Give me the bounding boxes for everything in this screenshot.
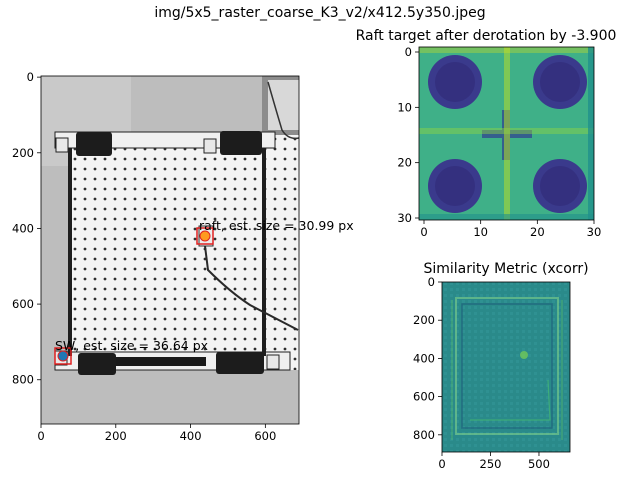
raft-target-panel: Raft target after derotation by -3.900 0… <box>356 28 617 239</box>
photo-x-ticks: 0 200 400 600 <box>37 424 276 443</box>
target-x-tick-label: 30 <box>587 225 602 239</box>
photo-y-ticks: 0 200 400 600 800 <box>12 70 41 387</box>
photo-y-tick-label: 200 <box>12 146 34 160</box>
target-y-tick-label: 20 <box>397 156 412 170</box>
xcorr-y-tick-label: 600 <box>413 390 435 404</box>
raft-marker <box>199 230 211 242</box>
xcorr-x-ticks: 0 250 500 <box>438 452 550 471</box>
target-y-tick-label: 30 <box>397 211 412 225</box>
xcorr-y-tick-label: 400 <box>413 351 435 365</box>
raft-marker-box <box>196 227 214 245</box>
photo-axes-frame <box>40 75 300 425</box>
raft-annotation: raft, est. size = 30.99 px <box>199 218 354 233</box>
xcorr-y-tick-label: 0 <box>428 275 435 289</box>
raft-target-heatmap <box>419 47 594 220</box>
raft-target-title: Raft target after derotation by -3.900 <box>356 28 617 44</box>
photo-y-tick-label: 800 <box>12 373 34 387</box>
sw-marker-box <box>54 347 72 365</box>
photo-y-tick-label: 600 <box>12 297 34 311</box>
xcorr-frame <box>441 281 571 453</box>
photo-image <box>41 76 300 424</box>
target-x-tick-label: 10 <box>473 225 488 239</box>
photo-x-tick-label: 600 <box>254 429 276 443</box>
xcorr-heatmap <box>442 282 570 452</box>
target-y-tick-label: 0 <box>405 45 412 59</box>
xcorr-x-tick-label: 250 <box>480 457 502 471</box>
photo-y-tick-label: 400 <box>12 221 34 235</box>
xcorr-x-tick-label: 0 <box>438 457 445 471</box>
target-x-tick-label: 20 <box>530 225 545 239</box>
xcorr-y-ticks: 0 200 400 600 800 <box>413 275 442 442</box>
photo-panel: raft, est. size = 30.99 px SW, est. size… <box>12 70 354 443</box>
xcorr-title: Similarity Metric (xcorr) <box>423 261 588 277</box>
target-y-tick-label: 10 <box>397 100 412 114</box>
raft-target-x-ticks: 0 10 20 30 <box>420 220 601 239</box>
photo-x-tick-label: 400 <box>180 429 202 443</box>
photo-x-tick-label: 200 <box>105 429 127 443</box>
figure-suptitle: img/5x5_raster_coarse_K3_v2/x412.5y350.j… <box>154 5 485 21</box>
xcorr-panel: Similarity Metric (xcorr) 0 250 500 0 200 40… <box>413 261 589 471</box>
raft-target-y-ticks: 0 10 20 30 <box>397 45 419 225</box>
target-x-tick-label: 0 <box>420 225 427 239</box>
xcorr-x-tick-label: 500 <box>528 457 550 471</box>
xcorr-y-tick-label: 200 <box>413 313 435 327</box>
sw-annotation: SW, est. size = 36.64 px <box>55 338 208 353</box>
photo-y-tick-label: 0 <box>27 70 34 84</box>
sw-marker <box>57 350 69 362</box>
photo-x-tick-label: 0 <box>37 429 44 443</box>
xcorr-y-tick-label: 800 <box>413 428 435 442</box>
raft-target-frame <box>418 46 595 221</box>
